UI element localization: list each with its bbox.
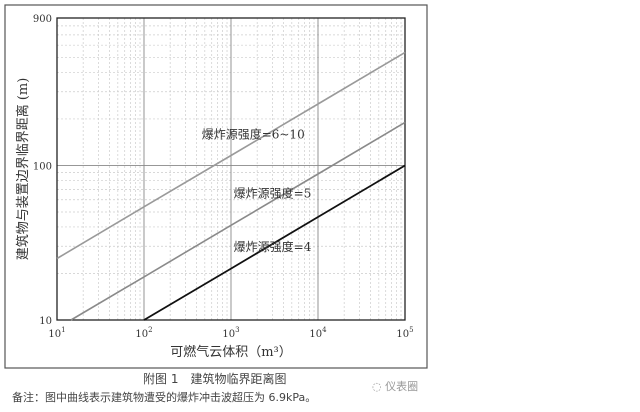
y-axis-label: 建筑物与装置边界临界距离 (m) (15, 78, 31, 261)
y-tick-label: 100 (33, 161, 52, 172)
figure-note: 备注：图中曲线表示建筑物遭受的爆炸冲击波超压为 6.9kPa。 (12, 391, 317, 404)
x-tick-label: 105 (396, 326, 413, 340)
x-tick-label: 102 (135, 326, 152, 340)
watermark-text: 仪表圈 (385, 380, 419, 393)
x-tick-label: 101 (48, 326, 65, 340)
y-tick-label: 10 (39, 316, 52, 327)
series-line-0 (56, 51, 406, 260)
plot-area (56, 17, 406, 321)
x-tick-label: 104 (309, 326, 327, 340)
series-line-1 (70, 121, 406, 321)
x-axis-label: 可燃气云体积（m³） (170, 344, 292, 360)
series-label-0: 爆炸源强度=6~10 (202, 126, 305, 141)
outer-frame (4, 4, 428, 369)
series-label-1: 爆炸源强度=5 (234, 186, 312, 201)
watermark: ◌ 仪表圈 (372, 378, 418, 394)
x-tick-label: 103 (222, 326, 239, 340)
wechat-icon: ◌ (372, 380, 386, 393)
y-tick-label: 900 (33, 14, 52, 25)
figure-caption: 附图 1 建筑物临界距离图 (143, 372, 287, 386)
series-label-2: 爆炸源强度=4 (234, 239, 312, 254)
series-line-2 (143, 164, 406, 321)
